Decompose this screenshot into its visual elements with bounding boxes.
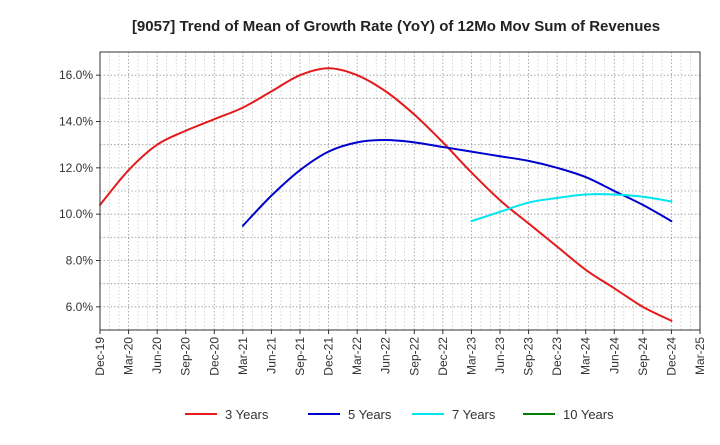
y-tick-label: 8.0% bbox=[66, 254, 94, 268]
series-line-3-years bbox=[99, 67, 673, 322]
x-tick-label: Dec-19 bbox=[93, 337, 107, 376]
legend: 3 Years 5 Years 7 Years 10 Years bbox=[185, 407, 614, 422]
x-tick-label: Dec-21 bbox=[322, 337, 336, 376]
x-tick-label: Dec-23 bbox=[550, 337, 564, 376]
x-tick-label: Jun-21 bbox=[264, 337, 278, 374]
legend-label: 5 Years bbox=[348, 407, 392, 422]
y-tick-label: 6.0% bbox=[66, 300, 94, 314]
legend-label: 3 Years bbox=[225, 407, 269, 422]
x-tick-label: Jun-23 bbox=[493, 337, 507, 374]
y-axis-ticks: 6.0% 8.0% 10.0% 12.0% 14.0% 16.0% bbox=[59, 68, 100, 314]
legend-label: 10 Years bbox=[563, 407, 614, 422]
x-tick-label: Mar-20 bbox=[122, 337, 136, 375]
grid-lines bbox=[100, 51, 700, 331]
x-tick-label: Sep-21 bbox=[293, 337, 307, 376]
x-tick-label: Sep-22 bbox=[407, 337, 421, 376]
x-tick-label: Jun-24 bbox=[607, 337, 621, 374]
x-tick-label: Mar-25 bbox=[693, 337, 707, 375]
x-tick-label: Mar-22 bbox=[350, 337, 364, 375]
x-tick-label: Mar-21 bbox=[236, 337, 250, 375]
y-tick-label: 14.0% bbox=[59, 115, 93, 129]
x-tick-label: Sep-20 bbox=[179, 337, 193, 376]
series-line-5-years bbox=[241, 139, 673, 227]
y-tick-label: 16.0% bbox=[59, 68, 93, 82]
y-tick-label: 10.0% bbox=[59, 207, 93, 221]
y-tick-label: 12.0% bbox=[59, 161, 93, 175]
x-tick-label: Dec-24 bbox=[664, 337, 678, 376]
series-line-7-years bbox=[470, 193, 673, 223]
plot-area bbox=[100, 52, 700, 330]
x-tick-label: Jun-22 bbox=[379, 337, 393, 374]
x-tick-label: Mar-23 bbox=[464, 337, 478, 375]
x-tick-label: Dec-22 bbox=[436, 337, 450, 376]
series-layer bbox=[99, 67, 673, 322]
x-tick-label: Dec-20 bbox=[207, 337, 221, 376]
chart-title: [9057] Trend of Mean of Growth Rate (YoY… bbox=[132, 18, 660, 35]
x-tick-label: Sep-24 bbox=[636, 337, 650, 376]
legend-label: 7 Years bbox=[452, 407, 496, 422]
x-tick-label: Sep-23 bbox=[522, 337, 536, 376]
x-axis-ticks: Dec-19 Mar-20 Jun-20 Sep-20 Dec-20 Mar-21 Jun-… bbox=[93, 330, 707, 376]
x-tick-label: Mar-24 bbox=[579, 337, 593, 375]
plot-border bbox=[99, 51, 701, 331]
x-tick-label: Jun-20 bbox=[150, 337, 164, 374]
